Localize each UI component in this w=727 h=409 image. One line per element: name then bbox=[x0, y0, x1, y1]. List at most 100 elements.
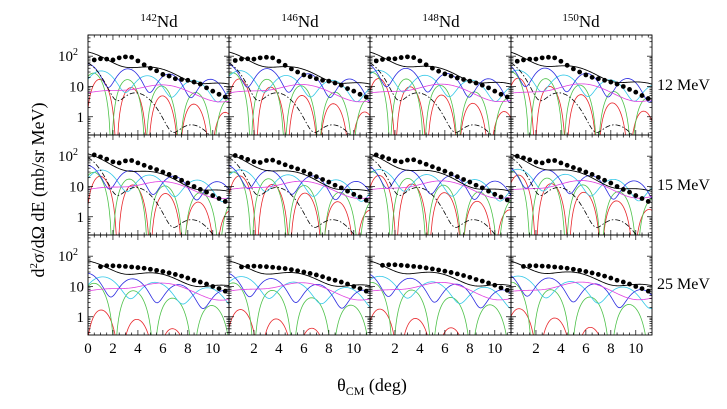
column-header-150nd: 150Nd bbox=[562, 12, 600, 31]
curve-L3-r0c3 bbox=[511, 65, 652, 103]
curve-L3-r1c3 bbox=[511, 167, 652, 200]
data-point-r1c2-3 bbox=[392, 158, 398, 164]
data-point-r0c2-18 bbox=[486, 85, 491, 91]
curve-L0-r0c3 bbox=[511, 62, 633, 135]
data-point-r0c3-17 bbox=[620, 84, 626, 89]
data-point-r0c3-4 bbox=[539, 55, 545, 61]
data-point-r2c2-13 bbox=[461, 273, 466, 278]
data-point-r1c1-16 bbox=[332, 182, 338, 188]
data-point-r0c2-20 bbox=[498, 91, 504, 97]
data-point-r2c1-1 bbox=[245, 263, 251, 269]
data-point-r0c3-10 bbox=[577, 69, 583, 75]
y-axis-label: d2σ/dΩ dE (mb/sr MeV) bbox=[28, 102, 49, 277]
data-point-r0c3-8 bbox=[564, 62, 570, 68]
curve-L3-r2c2 bbox=[370, 273, 511, 309]
data-point-r1c0-19 bbox=[210, 193, 216, 198]
data-point-r2c0-12 bbox=[172, 272, 178, 277]
data-point-r1c2-6 bbox=[411, 157, 417, 163]
data-point-r1c0-5 bbox=[123, 158, 128, 164]
data-point-r1c0-16 bbox=[191, 184, 197, 189]
y-tick-label-r1c0-0: 102 bbox=[58, 147, 78, 165]
curve-L1-r0c2 bbox=[370, 78, 511, 135]
panel-r2c0 bbox=[88, 260, 229, 335]
data-point-r1c1-11 bbox=[301, 168, 307, 174]
data-point-r1c3-7 bbox=[558, 160, 564, 166]
data-point-r0c3-5 bbox=[546, 54, 551, 60]
data-point-r1c1-10 bbox=[295, 166, 301, 172]
data-point-r2c1-3 bbox=[257, 263, 263, 269]
data-point-r2c2-7 bbox=[423, 265, 429, 271]
data-point-r2c2-14 bbox=[467, 274, 473, 280]
data-point-r0c0-12 bbox=[166, 73, 172, 79]
curve-L2-r2c0 bbox=[88, 282, 229, 335]
data-point-r0c1-4 bbox=[257, 55, 263, 61]
data-point-r1c2-11 bbox=[442, 168, 448, 174]
curve-L5-r1c2 bbox=[370, 180, 511, 199]
data-point-r0c1-5 bbox=[264, 54, 269, 60]
curve-L3-r1c0 bbox=[88, 164, 229, 201]
data-point-r1c0-9 bbox=[147, 165, 153, 170]
data-point-r1c3-15 bbox=[608, 180, 614, 186]
curve-L3-r0c0 bbox=[88, 63, 229, 101]
data-point-r1c1-3 bbox=[251, 159, 257, 165]
panel-r1c1 bbox=[229, 153, 370, 235]
data-point-r0c0-18 bbox=[204, 85, 209, 91]
data-point-r1c2-17 bbox=[479, 185, 485, 191]
data-point-r1c3-12 bbox=[589, 172, 595, 177]
data-point-r0c1-13 bbox=[313, 76, 319, 82]
data-point-r0c1-19 bbox=[351, 88, 357, 94]
data-point-r2c3-2 bbox=[533, 263, 539, 269]
data-point-r0c0-4 bbox=[116, 55, 122, 61]
data-point-r2c3-6 bbox=[558, 265, 564, 270]
panel-r2c1 bbox=[229, 260, 370, 335]
column-header-150nd-element: Nd bbox=[579, 12, 600, 31]
x-tick-label-r2c1-3: 8 bbox=[325, 341, 333, 357]
data-point-r0c3-0 bbox=[514, 58, 520, 64]
data-point-r0c2-21 bbox=[504, 94, 510, 100]
data-point-r2c1-7 bbox=[282, 266, 288, 271]
data-point-r2c0-15 bbox=[191, 277, 197, 283]
data-point-r2c3-15 bbox=[614, 277, 620, 283]
curve-L5-r2c1 bbox=[229, 282, 370, 301]
y-tick-label-base-r2c0-2: 1 bbox=[77, 310, 85, 326]
data-point-r0c3-13 bbox=[595, 76, 601, 82]
data-point-r0c1-0 bbox=[232, 58, 238, 63]
data-point-r2c0-8 bbox=[147, 266, 153, 272]
data-point-r1c1-8 bbox=[282, 162, 288, 168]
data-point-r0c2-14 bbox=[461, 77, 466, 82]
data-point-r1c0-13 bbox=[172, 174, 178, 180]
curve-total-r1c3 bbox=[511, 153, 652, 192]
data-point-r1c1-19 bbox=[351, 191, 357, 197]
curve-L3-r2c1 bbox=[229, 273, 370, 309]
curve-L1-r2c1 bbox=[229, 309, 321, 335]
y-tick-label-exp-r1c0-0: 2 bbox=[73, 147, 78, 158]
data-point-r0c0-15 bbox=[185, 77, 191, 83]
curve-L3-r1c1 bbox=[229, 165, 370, 201]
curve-L2-r1c0 bbox=[88, 171, 229, 235]
curve-L3-r0c1 bbox=[229, 63, 370, 103]
data-point-r1c3-21 bbox=[645, 199, 651, 204]
data-point-r2c2-4 bbox=[405, 263, 410, 269]
x-tick-label-r2c1-4: 10 bbox=[346, 341, 361, 357]
data-point-r0c1-2 bbox=[245, 56, 251, 62]
panel-r0c1 bbox=[229, 51, 370, 135]
data-point-r0c3-15 bbox=[608, 79, 614, 85]
x-axis-label: θCM (deg) bbox=[337, 375, 407, 398]
curve-L1-r1c3 bbox=[511, 174, 652, 235]
data-point-r1c1-1 bbox=[239, 154, 244, 160]
x-tick-label-r2c0-1: 2 bbox=[109, 341, 117, 357]
x-tick-label-r2c2-2: 6 bbox=[441, 341, 449, 357]
panel-r0c2 bbox=[370, 51, 511, 135]
curve-L5-r0c2 bbox=[370, 83, 511, 103]
x-tick-label-r2c2-3: 8 bbox=[466, 341, 474, 357]
x-tick-label-r2c3-1: 4 bbox=[557, 341, 565, 357]
data-point-r0c0-2 bbox=[104, 56, 110, 62]
data-point-r1c2-13 bbox=[454, 174, 460, 180]
data-point-r0c2-13 bbox=[454, 75, 460, 81]
data-point-r1c3-2 bbox=[527, 157, 533, 163]
data-point-r0c2-16 bbox=[473, 80, 479, 86]
curve-L5-r0c3 bbox=[511, 83, 652, 102]
data-point-r2c3-0 bbox=[521, 263, 526, 269]
data-point-r0c1-1 bbox=[239, 56, 244, 62]
curve-L5-r1c0 bbox=[88, 181, 229, 200]
